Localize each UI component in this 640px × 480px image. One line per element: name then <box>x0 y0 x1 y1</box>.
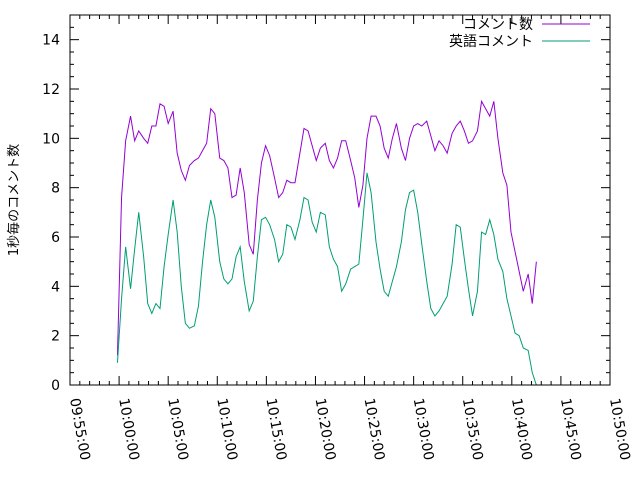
x-tick-label: 10:45:00 <box>557 397 584 462</box>
series-line-1 <box>116 99 537 356</box>
x-tick-label: 10:35:00 <box>459 397 486 462</box>
y-tick-label: 8 <box>51 181 60 197</box>
y-tick-label: 0 <box>51 378 60 394</box>
x-tick-label: 10:10:00 <box>213 397 240 462</box>
x-tick-label: 10:05:00 <box>164 397 191 462</box>
y-tick-label: 4 <box>51 279 60 295</box>
x-tick-label: 10:20:00 <box>312 397 339 462</box>
x-tick-label: 10:50:00 <box>606 397 633 462</box>
x-tick-label: 09:55:00 <box>66 397 93 462</box>
y-tick-label: 10 <box>42 131 60 147</box>
y-tick-label: 12 <box>42 82 60 98</box>
tick-labels: 0 2 4 6 8 10 12 14 09:55:00 10:00:00 10:05:00 10:10… <box>42 33 633 462</box>
tick-marks <box>69 14 611 386</box>
y-tick-label: 14 <box>42 33 60 49</box>
y-tick-label: 2 <box>51 329 60 345</box>
series-lines <box>116 99 537 386</box>
x-tick-label: 10:40:00 <box>508 397 535 462</box>
legend-label-1: コメント数 <box>463 17 533 33</box>
x-tick-label: 10:30:00 <box>410 397 437 462</box>
x-tick-label: 10:25:00 <box>361 397 388 462</box>
legend-label-2: 英語コメント <box>449 33 533 50</box>
y-axis-title: 1秒毎のコメント数 <box>6 144 22 256</box>
y-tick-label: 6 <box>51 230 60 246</box>
plot-frame <box>69 14 611 386</box>
x-tick-label: 10:15:00 <box>262 397 289 462</box>
x-tick-label: 10:00:00 <box>115 397 142 462</box>
series-line-2 <box>116 172 537 386</box>
